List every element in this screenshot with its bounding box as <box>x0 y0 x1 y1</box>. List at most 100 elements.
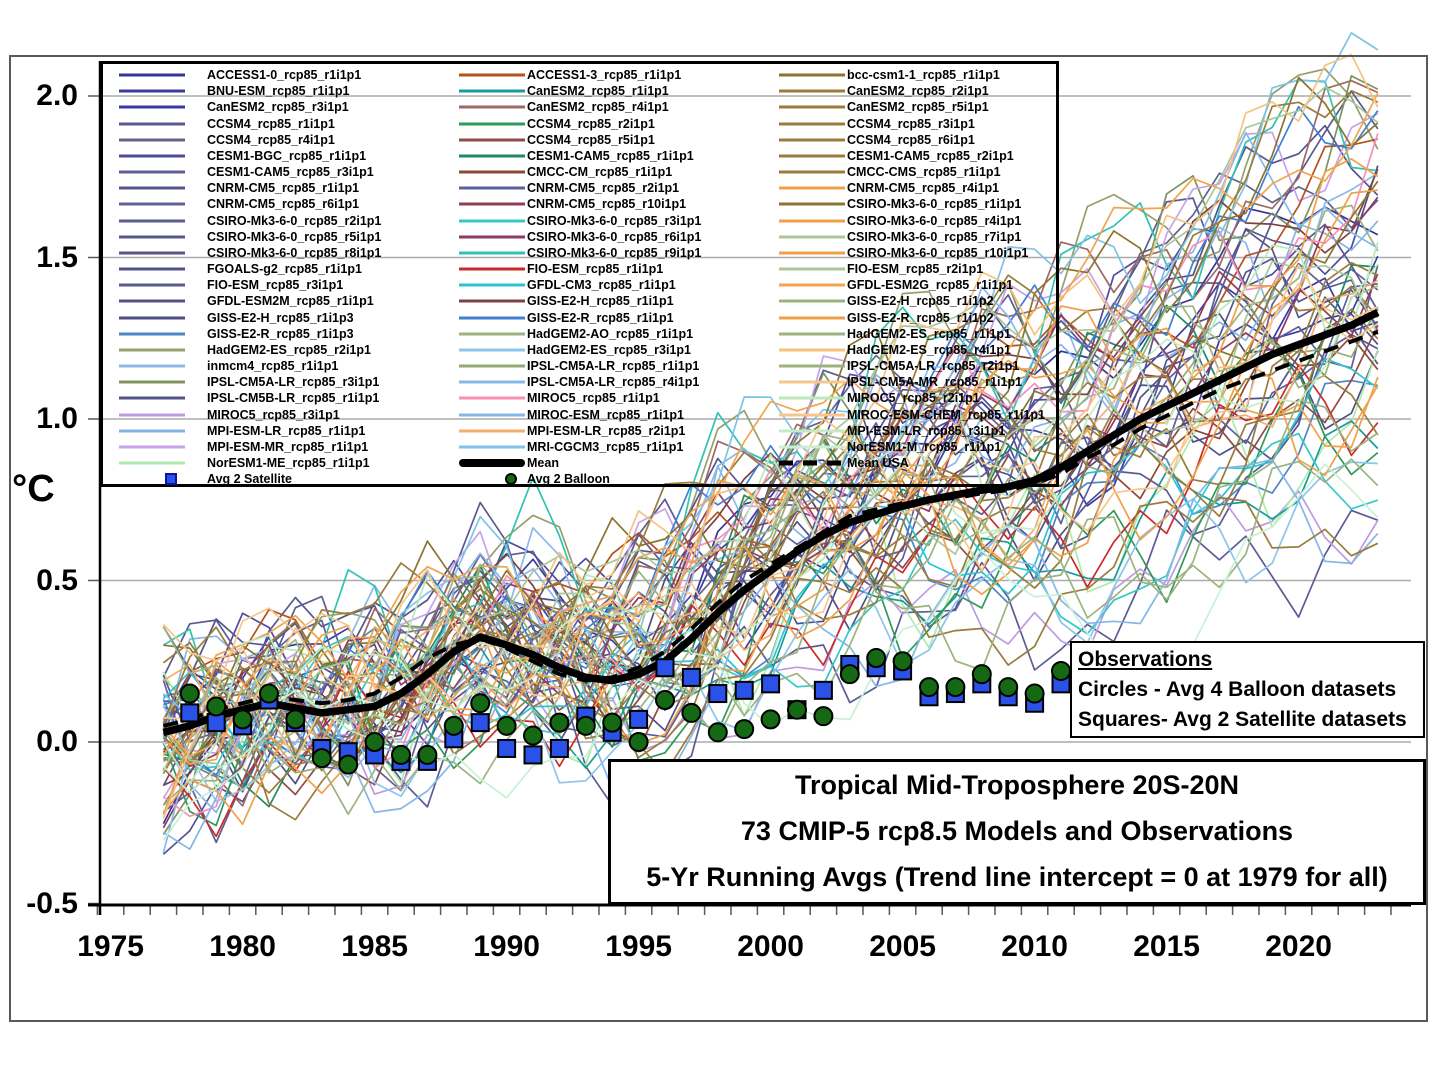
legend-item: MPI-ESM-MR_rcp85_r1i1p1 <box>103 439 1056 455</box>
legend-line-swatch <box>779 267 845 271</box>
legend-line-swatch <box>779 202 845 206</box>
legend-item: CNRM-CM5_rcp85_r1i1p1 <box>103 180 1056 196</box>
legend-item: CESM1-BGC_rcp85_r1i1p1 <box>103 148 1056 164</box>
legend-item-label: CESM1-CAM5_rcp85_r3i1p1 <box>207 164 374 179</box>
legend-item: IPSL-CM5A-LR_rcp85_r3i1p1 <box>103 374 1056 390</box>
legend-item: CESM1-CAM5_rcp85_r1i1p1 <box>103 148 1056 164</box>
satellite-marker <box>549 738 569 758</box>
legend-item-label: CESM1-CAM5_rcp85_r2i1p1 <box>847 148 1014 163</box>
legend-item: MIROC5_rcp85_r3i1p1 <box>103 407 1056 423</box>
legend-item-label: MPI-ESM-MR_rcp85_r1i1p1 <box>207 439 369 454</box>
legend-item: IPSL-CM5A-LR_rcp85_r2i1p1 <box>103 358 1056 374</box>
legend-line-swatch <box>119 202 185 206</box>
legend-item-label: MRI-CGCM3_rcp85_r1i1p1 <box>527 439 684 454</box>
legend-item-label: FIO-ESM_rcp85_r1i1p1 <box>527 261 664 276</box>
legend-item: GISS-E2-R_rcp85_r1i1p3 <box>103 326 1056 342</box>
legend-item-label: Avg 2 Satellite <box>207 472 292 486</box>
legend-line-swatch <box>459 154 525 158</box>
legend-item-label: GISS-E2-R_rcp85_r1i1p2 <box>847 310 994 325</box>
model-line <box>162 496 1379 775</box>
legend-item: MIROC-ESM-CHEM_rcp85_r1i1p1 <box>103 407 1056 423</box>
observations-note-line-circles: Circles - Avg 4 Balloon datasets <box>1078 678 1397 701</box>
chart-outer-border <box>9 55 1428 1022</box>
legend-item-label: CSIRO-Mk3-6-0_rcp85_r7i1p1 <box>847 229 1022 244</box>
legend-line-swatch <box>459 429 525 433</box>
legend-item-label: MIROC5_rcp85_r1i1p1 <box>527 391 660 406</box>
legend-line-swatch <box>779 396 845 400</box>
legend-item: HadGEM2-ES_rcp85_r1i1p1 <box>103 326 1056 342</box>
legend-item: GISS-E2-H_rcp85_r1i1p1 <box>103 293 1056 309</box>
legend-line-swatch <box>459 235 525 239</box>
legend-item-label: CSIRO-Mk3-6-0_rcp85_r1i1p1 <box>847 197 1022 212</box>
legend-line-swatch <box>459 186 525 190</box>
x-axis-tick-label: 1990 <box>473 930 540 963</box>
model-line <box>163 285 1379 816</box>
legend-item-label: CNRM-CM5_rcp85_r1i1p1 <box>207 180 360 195</box>
legend-item: CNRM-CM5_rcp85_r10i1p1 <box>103 196 1056 212</box>
balloon-marker <box>391 744 411 765</box>
legend-item-label: GFDL-ESM2M_rcp85_r1i1p1 <box>207 294 374 309</box>
legend-item-label: GISS-E2-H_rcp85_r1i1p3 <box>207 310 354 325</box>
legend-line-swatch <box>459 251 525 255</box>
observations-note-box: Observations Circles - Avg 4 Balloon dat… <box>1070 641 1425 738</box>
legend-item-label: MPI-ESM-LR_rcp85_r2i1p1 <box>527 423 686 438</box>
legend-item: MIROC-ESM_rcp85_r1i1p1 <box>103 407 1056 423</box>
legend-item-label: MIROC5_rcp85_r2i1p1 <box>847 391 980 406</box>
legend-item: CNRM-CM5_rcp85_r2i1p1 <box>103 180 1056 196</box>
legend-line-swatch <box>779 105 845 109</box>
legend-line-swatch <box>119 413 185 417</box>
satellite-marker <box>629 709 649 729</box>
legend-item: CCSM4_rcp85_r6i1p1 <box>103 132 1056 148</box>
balloon-marker <box>839 664 860 685</box>
satellite-marker <box>734 680 754 700</box>
legend-line-swatch <box>459 348 525 352</box>
legend-item-label: ACCESS1-0_rcp85_r1i1p1 <box>207 67 362 82</box>
legend-item-label: GISS-E2-H_rcp85_r1i1p2 <box>847 294 994 309</box>
legend-item: bcc-csm1-1_rcp85_r1i1p1 <box>103 67 1056 83</box>
legend-line-swatch <box>779 186 845 190</box>
legend-line-swatch <box>779 332 845 336</box>
legend-item: GFDL-CM3_rcp85_r1i1p1 <box>103 277 1056 293</box>
model-line <box>163 490 1379 795</box>
legend-item-label: Avg 2 Balloon <box>527 472 610 486</box>
legend-line-swatch <box>119 332 185 336</box>
legend-line-swatch <box>779 348 845 352</box>
observations-note-title: Observations <box>1078 648 1213 671</box>
legend-item-label: MIROC5_rcp85_r3i1p1 <box>207 407 340 422</box>
title-line-2: 73 CMIP-5 rcp8.5 Models and Observations <box>740 816 1294 846</box>
legend-item: Mean <box>103 455 1056 471</box>
legend-item: CSIRO-Mk3-6-0_rcp85_r6i1p1 <box>103 229 1056 245</box>
legend-item: FIO-ESM_rcp85_r1i1p1 <box>103 261 1056 277</box>
legend-item-label: CanESM2_rcp85_r2i1p1 <box>847 83 989 98</box>
legend-satellite-marker-icon <box>165 473 177 486</box>
legend-item-label: FGOALS-g2_rcp85_r1i1p1 <box>207 261 362 276</box>
legend-item-label: CSIRO-Mk3-6-0_rcp85_r2i1p1 <box>207 213 382 228</box>
legend-line-swatch <box>119 461 185 465</box>
legend-item-label: CCSM4_rcp85_r5i1p1 <box>527 132 655 147</box>
legend-line-swatch <box>779 429 845 433</box>
legend-item: MPI-ESM-LR_rcp85_r3i1p1 <box>103 423 1056 439</box>
balloon-marker <box>628 732 649 752</box>
legend-balloon-marker-icon <box>505 473 517 486</box>
legend-item-label: MIROC-ESM_rcp85_r1i1p1 <box>527 407 685 422</box>
balloon-marker <box>919 677 939 698</box>
legend-line-swatch <box>119 267 185 271</box>
legend-item-label: CMCC-CMS_rcp85_r1i1p1 <box>847 164 1001 179</box>
legend-line-swatch <box>459 122 525 125</box>
legend-item-label: GFDL-CM3_rcp85_r1i1p1 <box>527 277 676 292</box>
legend-item-label: FIO-ESM_rcp85_r2i1p1 <box>847 261 984 276</box>
title-line-1: Tropical Mid-Troposphere 20S-20N <box>794 770 1240 800</box>
legend-item-label: HadGEM2-ES_rcp85_r4i1p1 <box>847 342 1011 357</box>
legend-line-swatch <box>459 73 525 77</box>
legend-item: IPSL-CM5A-LR_rcp85_r4i1p1 <box>103 374 1056 390</box>
legend-item: HadGEM2-ES_rcp85_r4i1p1 <box>103 342 1056 358</box>
legend-item: NorESM1-ME_rcp85_r1i1p1 <box>103 455 1056 471</box>
legend-line-swatch <box>119 299 185 303</box>
legend-item: CanESM2_rcp85_r3i1p1 <box>103 99 1056 115</box>
satellite-marker <box>761 674 781 694</box>
legend-line-swatch <box>459 202 525 206</box>
legend-item-label: CSIRO-Mk3-6-0_rcp85_r3i1p1 <box>527 213 702 228</box>
legend-item-label: CanESM2_rcp85_r5i1p1 <box>847 100 989 115</box>
